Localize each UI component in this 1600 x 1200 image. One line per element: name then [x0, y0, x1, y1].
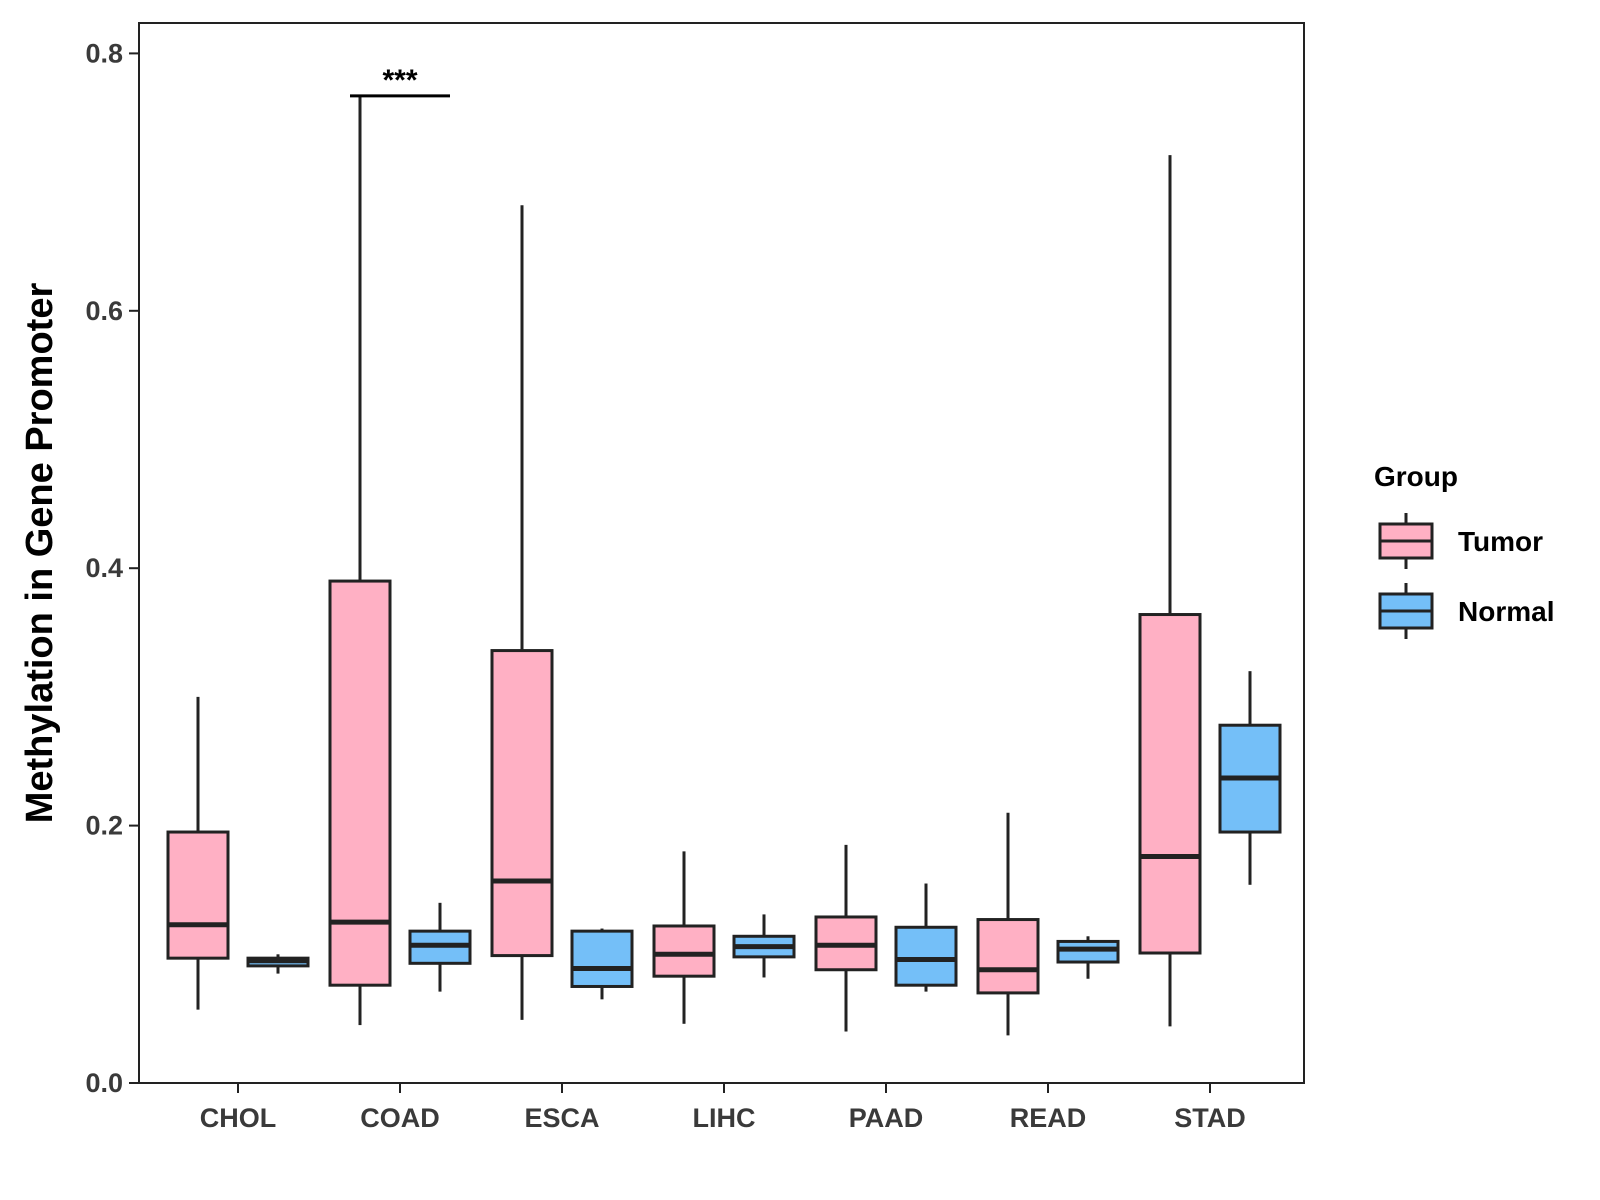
box-tumor-read	[976, 812, 1040, 1036]
legend-entry-tumor: Tumor	[1378, 513, 1543, 569]
box-iqr	[652, 924, 716, 978]
x-tick-label: READ	[1010, 1103, 1087, 1133]
box-iqr	[894, 925, 958, 987]
box-tumor-stad	[1138, 155, 1202, 1027]
x-tick-label: CHOL	[200, 1103, 277, 1133]
box-iqr	[976, 918, 1040, 995]
box-normal-read	[1056, 936, 1120, 979]
box-iqr	[328, 579, 392, 987]
legend-label: Normal	[1458, 596, 1554, 627]
box-iqr	[166, 830, 230, 960]
box-normal-coad	[408, 902, 472, 992]
box-normal-paad	[894, 883, 958, 992]
box-iqr	[490, 649, 554, 958]
legend-label: Tumor	[1458, 526, 1543, 557]
box-iqr	[1056, 939, 1120, 964]
legend-entry-normal: Normal	[1378, 583, 1554, 639]
box-normal-stad	[1218, 671, 1282, 885]
box-tumor-lihc	[652, 851, 716, 1024]
plot-panel	[138, 22, 1305, 1084]
x-tick-label: STAD	[1174, 1103, 1246, 1133]
box-iqr	[570, 929, 634, 988]
x-tick-label: PAAD	[849, 1103, 924, 1133]
box-normal-esca	[570, 928, 634, 1000]
x-tick-label: COAD	[360, 1103, 440, 1133]
box-normal-lihc	[732, 914, 796, 978]
x-tick-label: LIHC	[693, 1103, 756, 1133]
box-tumor-chol	[166, 696, 230, 1010]
significance-label: ***	[382, 64, 417, 97]
chart-marks: ***	[166, 64, 1282, 1036]
box-iqr	[1138, 613, 1202, 955]
box-normal-chol	[246, 954, 310, 974]
x-tick-label: ESCA	[524, 1103, 599, 1133]
box-tumor-coad	[328, 94, 392, 1026]
y-tick-label: 0.6	[85, 296, 123, 326]
y-tick-label: 0.0	[85, 1068, 123, 1098]
legend-title: Group	[1374, 461, 1458, 492]
legend: Group Tumor Normal	[1374, 461, 1554, 639]
box-tumor-paad	[814, 844, 878, 1032]
y-axis-title: Methylation in Gene Promoter	[19, 283, 61, 824]
y-tick-label: 0.8	[85, 38, 123, 68]
y-tick-label: 0.4	[85, 553, 123, 583]
y-tick-label: 0.2	[85, 811, 123, 841]
box-tumor-esca	[490, 205, 554, 1020]
axes: 0.0 0.2 0.4 0.6 0.8 CHOL COAD ESCA LIHC PAAD READ S…	[85, 38, 1245, 1133]
